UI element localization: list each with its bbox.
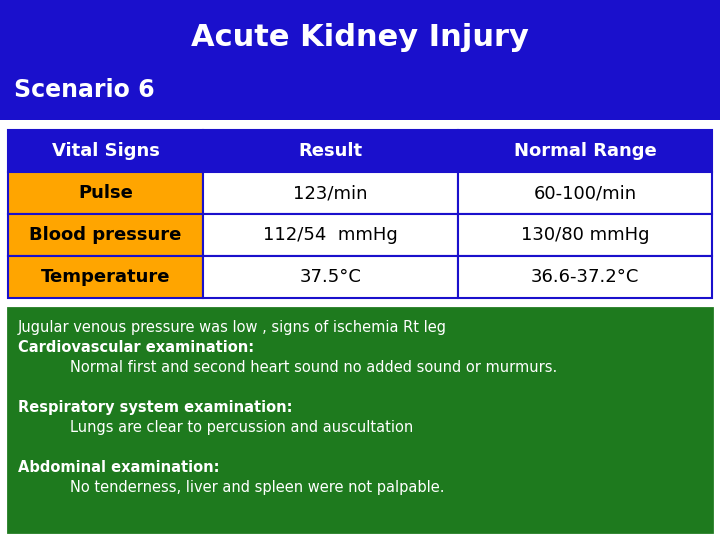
Text: 60-100/min: 60-100/min [534, 184, 636, 202]
Text: Jugular venous pressure was low , signs of ischemia Rt leg: Jugular venous pressure was low , signs … [18, 320, 447, 335]
Text: 112/54  mmHg: 112/54 mmHg [263, 226, 398, 244]
Text: 130/80 mmHg: 130/80 mmHg [521, 226, 649, 244]
Text: Pulse: Pulse [78, 184, 133, 202]
Bar [8, 130, 203, 172]
Text: Vital Signs: Vital Signs [52, 142, 159, 160]
Bar [458, 172, 712, 214]
Text: Lungs are clear to percussion and auscultation: Lungs are clear to percussion and auscul… [70, 420, 413, 435]
Text: 37.5°C: 37.5°C [300, 268, 361, 286]
Bar [458, 256, 712, 298]
Text: Normal Range: Normal Range [513, 142, 657, 160]
Bar [203, 172, 458, 214]
Bar [8, 308, 712, 532]
Text: Scenario 6: Scenario 6 [14, 78, 155, 102]
Text: 36.6-37.2°C: 36.6-37.2°C [531, 268, 639, 286]
Bar [203, 256, 458, 298]
Text: Acute Kidney Injury: Acute Kidney Injury [191, 24, 529, 52]
Bar [8, 172, 203, 214]
Bar [203, 130, 458, 172]
Text: Abdominal examination:: Abdominal examination: [18, 460, 220, 475]
Text: 123/min: 123/min [293, 184, 368, 202]
Bar [458, 130, 712, 172]
Text: Respiratory system examination:: Respiratory system examination: [18, 400, 292, 415]
Text: Cardiovascular examination:: Cardiovascular examination: [18, 340, 254, 355]
Bar [0, 0, 720, 120]
Text: Blood pressure: Blood pressure [30, 226, 181, 244]
Bar [8, 214, 203, 256]
Text: Result: Result [298, 142, 363, 160]
Bar [203, 214, 458, 256]
Bar [458, 214, 712, 256]
Text: Temperature: Temperature [41, 268, 170, 286]
Text: Normal first and second heart sound no added sound or murmurs.: Normal first and second heart sound no a… [70, 360, 557, 375]
Bar [8, 256, 203, 298]
Text: No tenderness, liver and spleen were not palpable.: No tenderness, liver and spleen were not… [70, 480, 444, 495]
